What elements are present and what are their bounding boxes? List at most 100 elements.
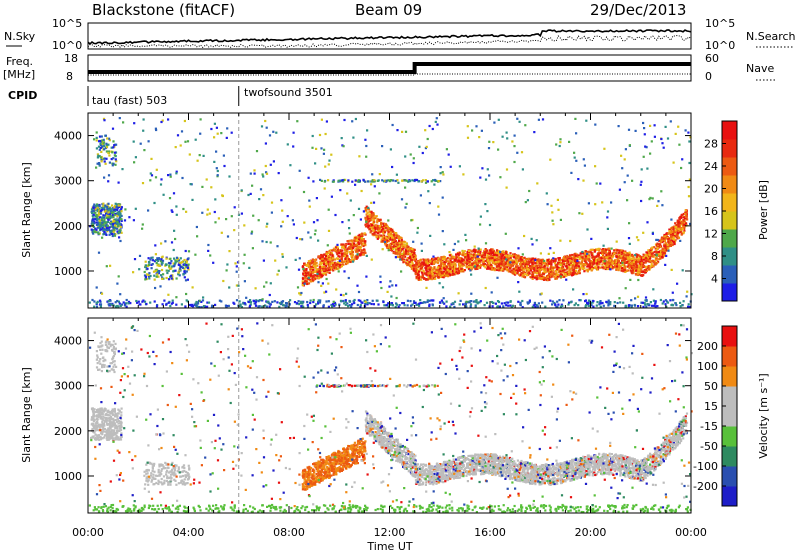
radar-return (278, 302, 282, 305)
radar-return (674, 302, 677, 305)
radar-return (512, 269, 515, 272)
radar-return (165, 303, 168, 306)
radar-return (673, 242, 676, 246)
radar-return (113, 208, 116, 211)
radar-return (661, 302, 664, 305)
radar-return (643, 264, 646, 268)
radar-return (170, 277, 173, 280)
radar-return (665, 243, 668, 246)
date-title: 29/Dec/2013 (590, 1, 686, 19)
radar-return (390, 236, 394, 239)
radar-return (381, 229, 384, 232)
radar-return (630, 304, 633, 307)
radar-return (574, 257, 577, 260)
radar-return (623, 254, 626, 257)
radar-return (442, 255, 445, 258)
radar-return (493, 259, 496, 262)
radar-return (120, 303, 123, 306)
radar-return (467, 265, 470, 268)
radar-return (403, 253, 406, 256)
radar-return (634, 267, 637, 270)
radar-return (439, 264, 443, 267)
radar-return (672, 228, 675, 231)
radar-return (369, 231, 372, 234)
radar-return (467, 255, 470, 258)
radar-return (380, 230, 383, 233)
radar-return (566, 256, 570, 259)
radar-return (153, 300, 156, 303)
radar-return (338, 258, 342, 261)
radar-return (183, 119, 186, 123)
radar-return (105, 223, 108, 226)
radar-return (676, 233, 680, 236)
radar-return (309, 260, 312, 263)
radar-return (618, 249, 621, 252)
radar-return (523, 260, 527, 263)
radar-return (370, 226, 373, 229)
radar-return (516, 261, 519, 264)
radar-return (666, 301, 670, 304)
radar-return (502, 250, 505, 253)
radar-return (619, 261, 622, 265)
radar-return (442, 261, 445, 264)
radar-return (498, 262, 501, 265)
radar-return (520, 260, 523, 263)
radar-return (471, 254, 474, 258)
radar-return (675, 229, 678, 232)
radar-return (530, 269, 533, 272)
radar-return (200, 306, 203, 309)
radar-return (351, 255, 354, 258)
radar-return (670, 304, 673, 307)
radar-return (521, 257, 524, 260)
radar-return (109, 230, 112, 233)
radar-return (671, 233, 675, 236)
radar-return (608, 266, 611, 269)
radar-return (648, 257, 651, 260)
radar-return (327, 258, 330, 261)
radar-return (587, 256, 590, 259)
radar-return (202, 296, 205, 299)
radar-return (635, 266, 638, 269)
radar-return (581, 252, 584, 255)
radar-return (389, 238, 392, 241)
radar-return (157, 259, 160, 262)
radar-return (596, 263, 599, 266)
radar-return (235, 299, 239, 302)
radar-return (483, 265, 486, 268)
radar-return (481, 167, 484, 170)
radar-return (654, 258, 657, 261)
radar-return (195, 300, 198, 304)
radar-return (552, 259, 555, 262)
radar-return (313, 261, 316, 264)
radar-return (572, 273, 575, 276)
radar-return (95, 302, 98, 305)
radar-return (301, 277, 305, 280)
radar-return (627, 262, 630, 265)
radar-return (194, 302, 197, 305)
radar-return (509, 252, 512, 255)
radar-return (328, 262, 332, 265)
radar-return (513, 270, 516, 273)
radar-return (106, 227, 109, 230)
radar-return (101, 226, 104, 229)
radar-return (327, 300, 330, 303)
radar-return (500, 257, 503, 260)
radar-return (338, 266, 341, 269)
radar-return (540, 273, 543, 276)
radar-return (119, 205, 122, 209)
radar-return (581, 259, 584, 262)
radar-return (91, 214, 94, 218)
radar-return (554, 258, 557, 261)
radar-return (147, 273, 150, 277)
radar-return (591, 301, 594, 304)
radar-return (392, 240, 395, 243)
radar-return (125, 305, 128, 308)
radar-return (475, 260, 478, 263)
radar-return (186, 278, 189, 281)
radar-return (492, 253, 495, 256)
radar-return (457, 262, 461, 265)
radar-return (597, 253, 600, 256)
radar-return (447, 272, 450, 275)
radar-return (603, 252, 606, 255)
radar-return (452, 260, 455, 264)
